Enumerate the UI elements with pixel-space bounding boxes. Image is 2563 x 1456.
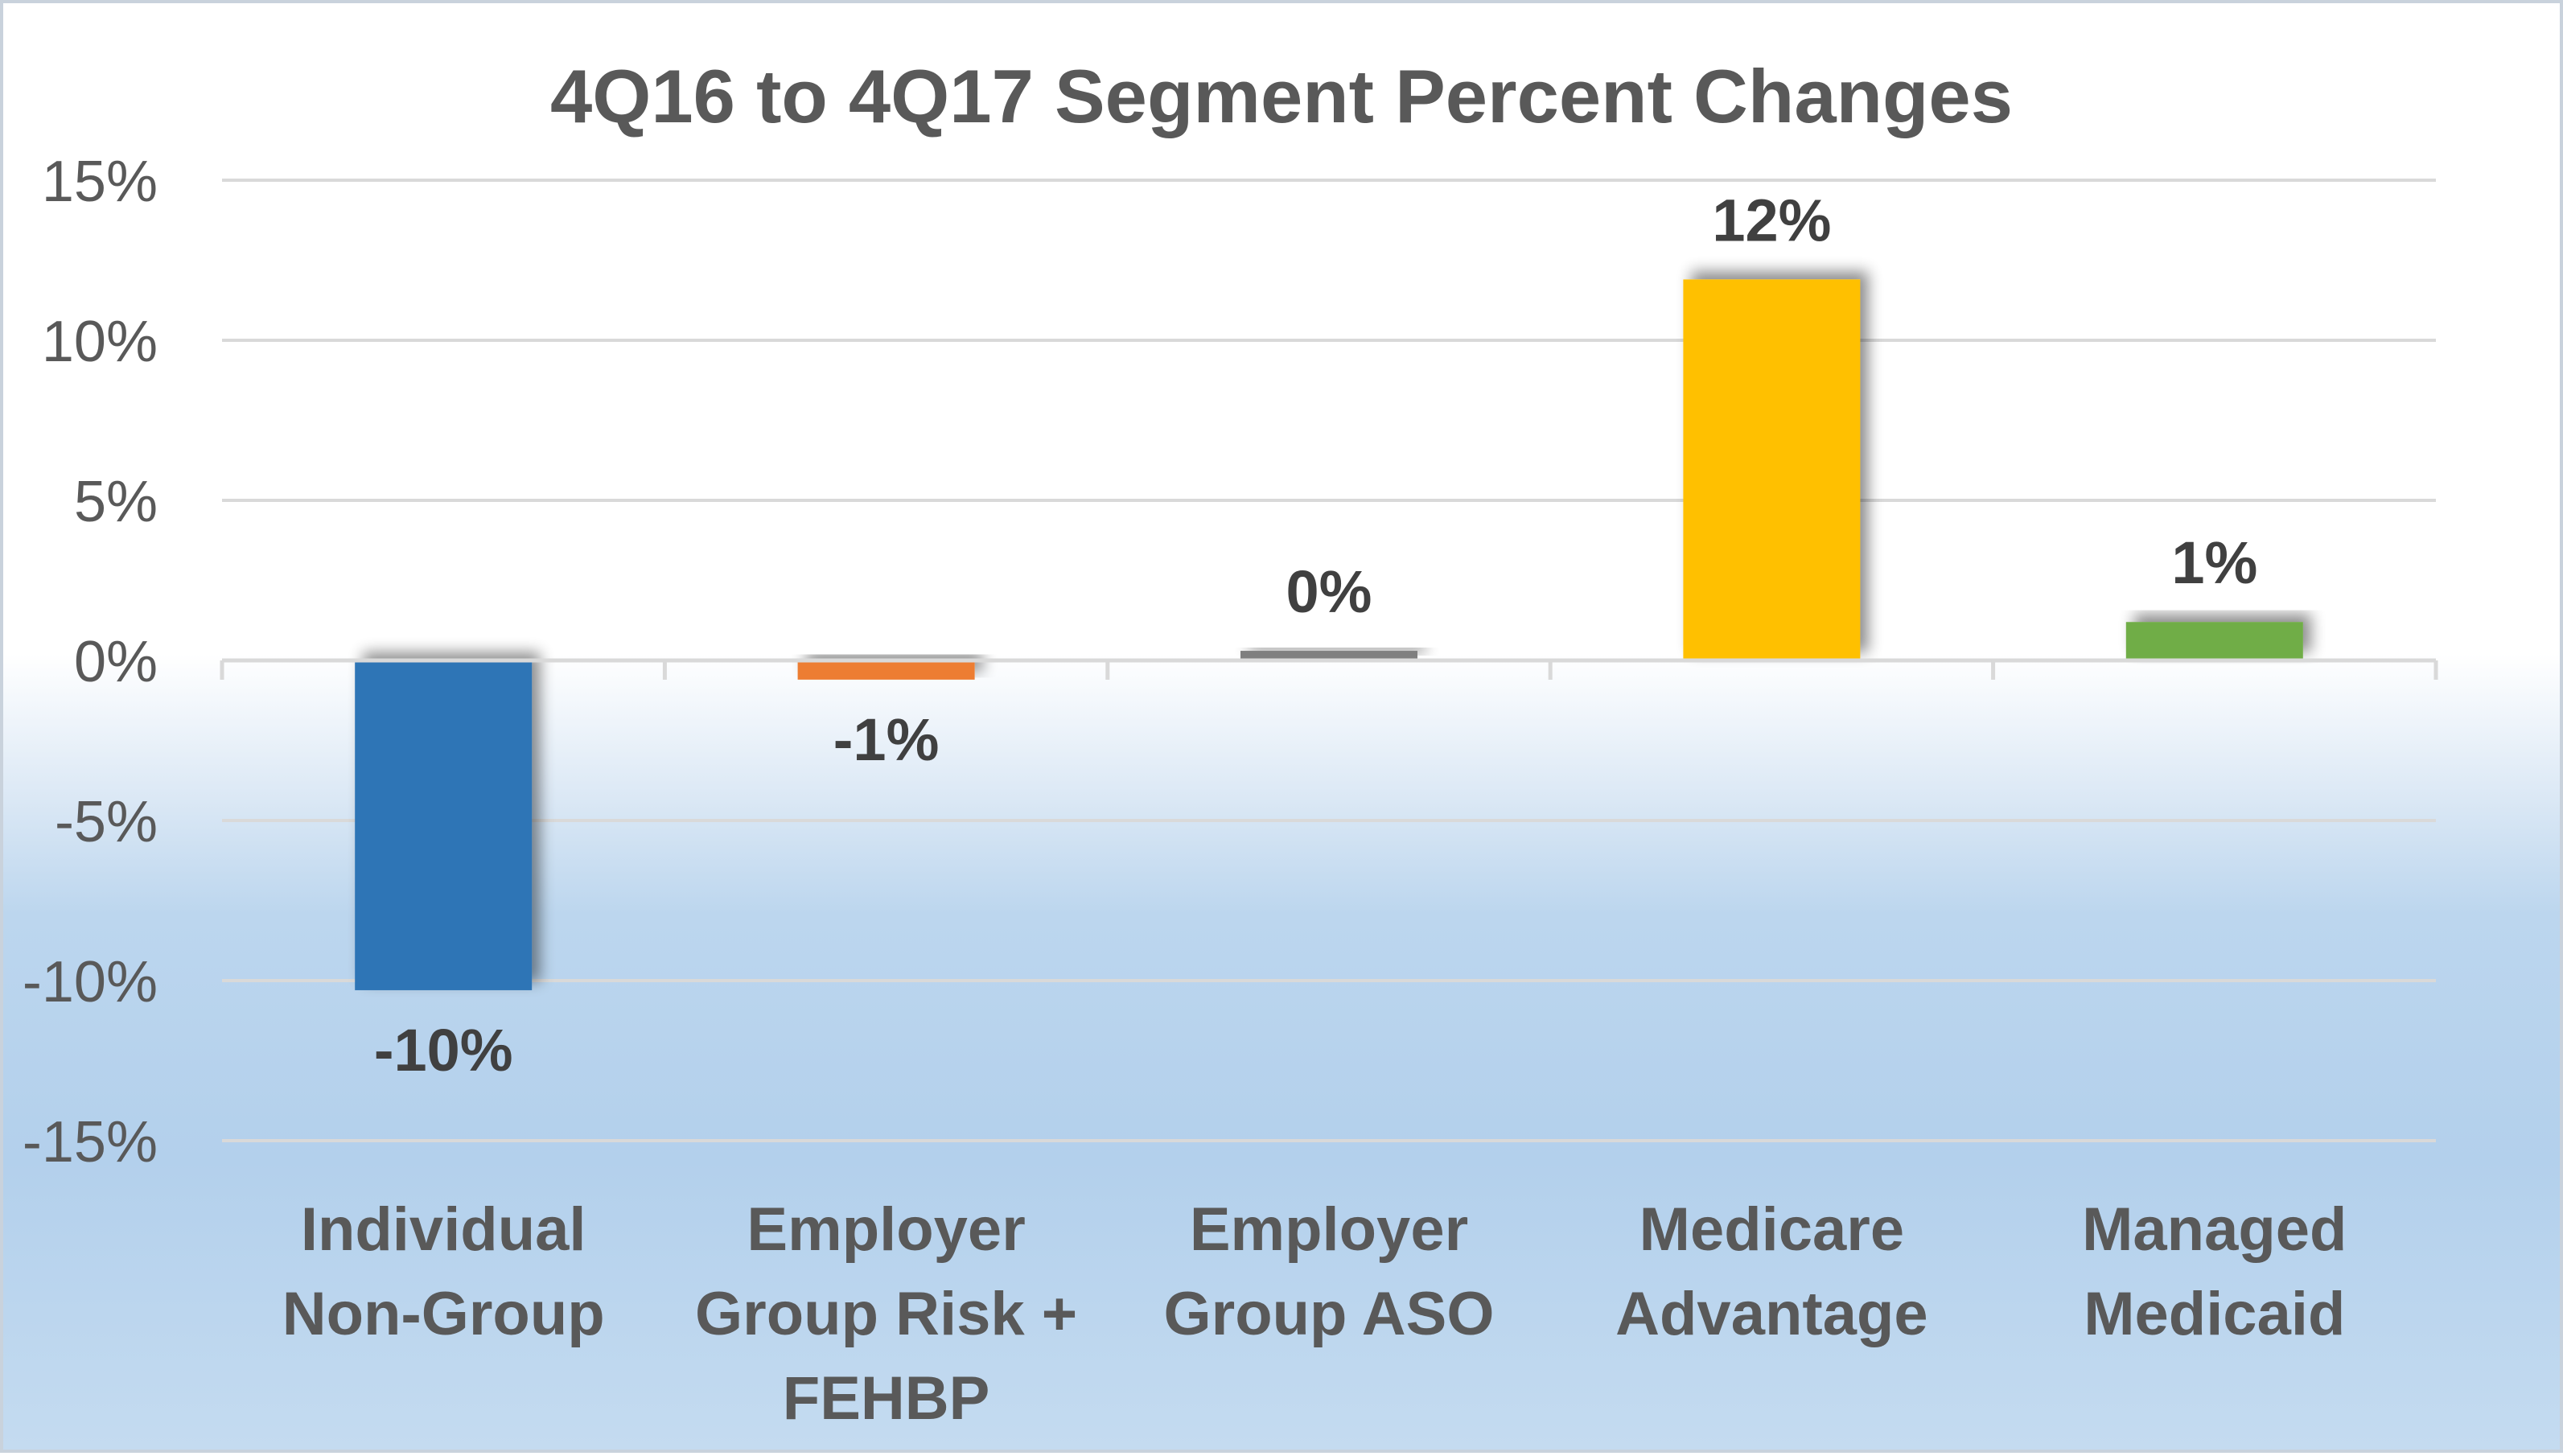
chart-title: 4Q16 to 4Q17 Segment Percent Changes (550, 54, 2013, 138)
y-tick-label: -5% (55, 790, 158, 854)
x-tick-label: Employer (1190, 1195, 1468, 1264)
bar (1240, 651, 1417, 660)
data-label: 12% (1712, 187, 1831, 253)
x-tick-label: Medicare (1639, 1195, 1905, 1264)
x-tick-label: Employer (747, 1195, 1025, 1264)
bar (2125, 622, 2303, 660)
x-tick-label: Individual (301, 1195, 586, 1264)
y-tick-label: -15% (23, 1110, 158, 1174)
x-tick-label: Managed (2082, 1195, 2347, 1264)
y-tick-label: 0% (74, 630, 158, 694)
y-tick-label: -10% (23, 950, 158, 1014)
x-tick-label: Medicaid (2084, 1280, 2345, 1348)
x-tick-label: Non-Group (282, 1280, 605, 1348)
data-label: 1% (2171, 529, 2257, 596)
data-label: -10% (374, 1017, 513, 1084)
bar (1683, 279, 1861, 660)
y-tick-label: 5% (74, 470, 158, 534)
x-tick-label: FEHBP (783, 1364, 990, 1433)
data-label: -1% (833, 706, 940, 773)
bar (797, 660, 975, 680)
bar (355, 660, 533, 990)
x-tick-label: Advantage (1615, 1280, 1928, 1348)
y-tick-label: 15% (42, 150, 158, 214)
chart-plot: 15% 10% 5% 0% -5% -10% -15% -10% -1% 0% 12% 1% Ind… (23, 150, 2438, 1433)
x-tick-label: Group ASO (1164, 1280, 1495, 1348)
x-tick-label: Group Risk + (695, 1280, 1077, 1348)
y-tick-label: 10% (42, 310, 158, 374)
data-label: 0% (1286, 558, 1372, 625)
